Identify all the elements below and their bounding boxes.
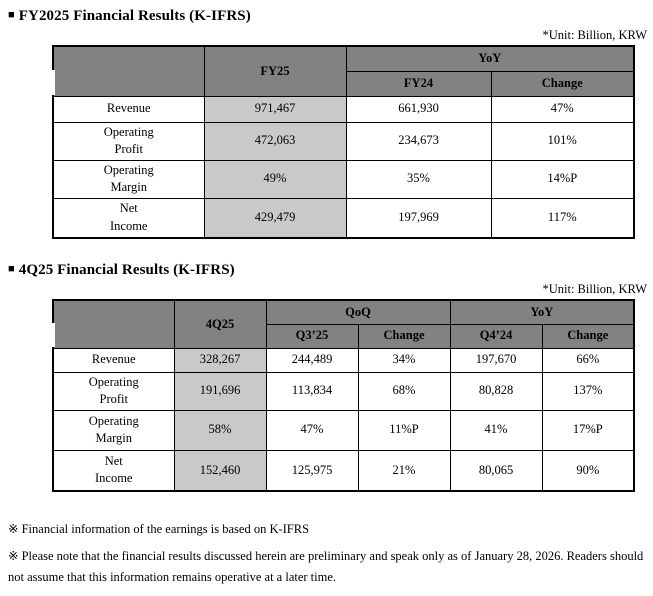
table-row-operating-margin: Operating Margin 58% 47% 11%P 41% 17%P bbox=[52, 409, 635, 451]
cell-opmargin-q424: 41% bbox=[449, 409, 543, 451]
cell-netincome-qoq-change: 21% bbox=[357, 449, 451, 492]
row-label: Net Income bbox=[52, 449, 175, 492]
cell-opmargin-fy25: 49% bbox=[203, 159, 347, 199]
q4-section-title: ■ 4Q25 Financial Results (K-IFRS) bbox=[8, 262, 653, 279]
row-label: Revenue bbox=[52, 95, 205, 123]
cell-opmargin-4q25: 58% bbox=[173, 409, 267, 451]
col-header-qoq-change: Change bbox=[357, 323, 451, 349]
q4-results-table: 4Q25 QoQ YoY Q3’25 Change Q4’24 Change R… bbox=[50, 299, 653, 492]
table-row-revenue: Revenue 328,267 244,489 34% 197,670 66% bbox=[52, 347, 635, 373]
cell-netincome-fy25: 429,479 bbox=[203, 197, 347, 239]
cell-revenue-yoy-change: 66% bbox=[541, 347, 635, 373]
col-header-change: Change bbox=[490, 70, 635, 97]
row-label: Operating Profit bbox=[52, 121, 205, 161]
cell-netincome-q325: 125,975 bbox=[265, 449, 359, 492]
row-label: Net Income bbox=[52, 197, 205, 239]
corner-cell bbox=[52, 299, 175, 349]
cell-opprofit-q325: 113,834 bbox=[265, 371, 359, 411]
unit-label-fy2025: *Unit: Billion, KRW bbox=[542, 28, 647, 42]
table-row-revenue: Revenue 971,467 661,930 47% bbox=[52, 95, 635, 123]
corner-cell bbox=[52, 45, 205, 97]
cell-netincome-fy24: 197,969 bbox=[345, 197, 492, 239]
fy2025-section-title-text: FY2025 Financial Results (K-IFRS) bbox=[18, 8, 251, 24]
cell-revenue-fy24: 661,930 bbox=[345, 95, 492, 123]
col-header-4q25: 4Q25 bbox=[173, 299, 267, 349]
table-row-net-income: Net Income 152,460 125,975 21% 80,065 90… bbox=[52, 449, 635, 492]
col-header-q424: Q4’24 bbox=[449, 323, 543, 349]
footnote-disclaimer: ※ Please note that the financial results… bbox=[8, 549, 644, 584]
cell-netincome-4q25: 152,460 bbox=[173, 449, 267, 492]
header-border-notch bbox=[50, 323, 55, 347]
cell-revenue-q325: 244,489 bbox=[265, 347, 359, 373]
cell-opprofit-yoy-change: 137% bbox=[541, 371, 635, 411]
col-header-fy24: FY24 bbox=[345, 70, 492, 97]
row-label: Operating Profit bbox=[52, 371, 175, 411]
row-label: Revenue bbox=[52, 347, 175, 373]
col-header-fy25: FY25 bbox=[203, 45, 347, 97]
col-group-qoq: QoQ bbox=[265, 299, 451, 325]
table-header-row: FY25 YoY bbox=[52, 45, 635, 97]
q4-section-title-text: 4Q25 Financial Results (K-IFRS) bbox=[18, 262, 235, 278]
table-row-operating-profit: Operating Profit 191,696 113,834 68% 80,… bbox=[52, 371, 635, 411]
cell-netincome-yoy-change: 90% bbox=[541, 449, 635, 492]
table-row-operating-profit: Operating Profit 472,063 234,673 101% bbox=[52, 121, 635, 161]
table-row-operating-margin: Operating Margin 49% 35% 14%P bbox=[52, 159, 635, 199]
cell-netincome-q424: 80,065 bbox=[449, 449, 543, 492]
row-label: Operating Margin bbox=[52, 159, 205, 199]
col-header-q325: Q3’25 bbox=[265, 323, 359, 349]
table-header-row: 4Q25 QoQ YoY bbox=[52, 299, 635, 349]
fy2025-section-title: ■ FY2025 Financial Results (K-IFRS) bbox=[8, 8, 653, 25]
cell-opmargin-qoq-change: 11%P bbox=[357, 409, 451, 451]
table-row-net-income: Net Income 429,479 197,969 117% bbox=[52, 197, 635, 239]
cell-opprofit-fy25: 472,063 bbox=[203, 121, 347, 161]
cell-opprofit-q424: 80,828 bbox=[449, 371, 543, 411]
cell-revenue-fy25: 971,467 bbox=[203, 95, 347, 123]
footnotes: ※ Financial information of the earnings … bbox=[8, 519, 645, 587]
unit-label-4q25: *Unit: Billion, KRW bbox=[542, 282, 647, 296]
cell-revenue-change: 47% bbox=[490, 95, 635, 123]
cell-opmargin-fy24: 35% bbox=[345, 159, 492, 199]
col-header-yoy-change: Change bbox=[541, 323, 635, 349]
table-subheader-row: Q3’25 Change Q4’24 Change bbox=[53, 323, 635, 349]
table-subheader-row: FY24 Change bbox=[53, 70, 635, 97]
cell-revenue-4q25: 328,267 bbox=[173, 347, 267, 373]
cell-opprofit-fy24: 234,673 bbox=[345, 121, 492, 161]
footnote-kifrs: ※ Financial information of the earnings … bbox=[8, 522, 310, 536]
cell-opprofit-qoq-change: 68% bbox=[357, 371, 451, 411]
cell-opprofit-4q25: 191,696 bbox=[173, 371, 267, 411]
cell-revenue-qoq-change: 34% bbox=[357, 347, 451, 373]
col-group-yoy: YoY bbox=[449, 299, 635, 325]
header-border-notch bbox=[50, 70, 55, 95]
square-bullet-icon: ■ bbox=[8, 263, 15, 275]
square-bullet-icon: ■ bbox=[8, 9, 15, 21]
cell-opmargin-yoy-change: 17%P bbox=[541, 409, 635, 451]
cell-revenue-q424: 197,670 bbox=[449, 347, 543, 373]
row-label: Operating Margin bbox=[52, 409, 175, 451]
col-group-yoy: YoY bbox=[345, 45, 635, 72]
cell-opmargin-change: 14%P bbox=[490, 159, 635, 199]
cell-opmargin-q325: 47% bbox=[265, 409, 359, 451]
cell-netincome-change: 117% bbox=[490, 197, 635, 239]
fy2025-results-table: FY25 YoY FY24 Change Revenue 971,467 661… bbox=[50, 45, 653, 239]
cell-opprofit-change: 101% bbox=[490, 121, 635, 161]
